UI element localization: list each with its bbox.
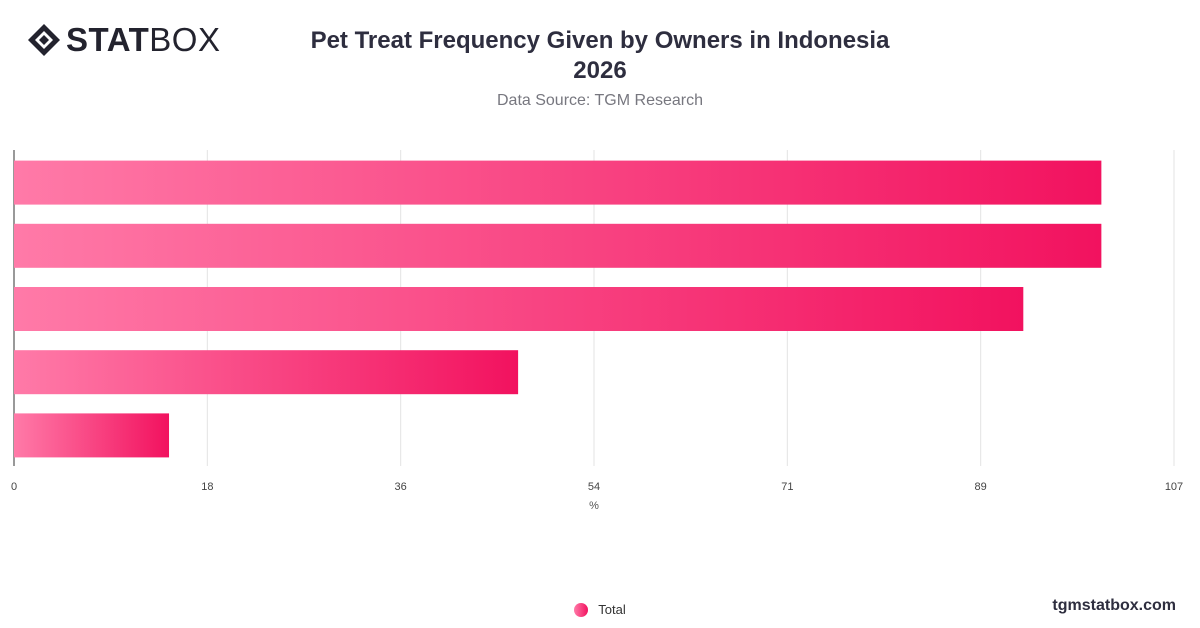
chart-title-year: 2026 [573, 57, 627, 84]
legend-label: Total [598, 602, 626, 617]
x-axis-label: % [589, 500, 599, 512]
legend-swatch [574, 602, 589, 617]
bar[interactable] [14, 350, 519, 395]
x-tick-label: 107 [1165, 481, 1183, 493]
bar[interactable] [14, 413, 170, 458]
legend[interactable]: Total [0, 602, 1200, 617]
x-tick-label: 36 [395, 481, 407, 493]
chart-subtitle: Data Source: TGM Research [496, 92, 703, 109]
diamond-logo-icon [28, 24, 60, 56]
x-tick-label: 0 [11, 481, 17, 493]
bars [14, 160, 1102, 458]
bar[interactable] [14, 287, 1024, 331]
logo-text-bold: STAT [66, 21, 150, 58]
x-tick-label: 18 [201, 481, 213, 493]
chart-title: Pet Treat Frequency Given by Owners in I… [310, 27, 890, 54]
logo-text: STATBOX [66, 22, 220, 58]
bar[interactable] [14, 223, 1102, 268]
logo-text-light: BOX [149, 21, 221, 58]
x-tick-label: 54 [588, 481, 600, 493]
brand-url: tgmstatbox.com [1052, 597, 1176, 614]
x-axis-ticks: 0 18 36 54 71 89 107 [11, 481, 1183, 493]
x-tick-label: 71 [781, 481, 793, 493]
x-tick-label: 89 [975, 481, 987, 493]
statbox-logo: STATBOX [26, 22, 220, 58]
bar[interactable] [14, 160, 1102, 205]
